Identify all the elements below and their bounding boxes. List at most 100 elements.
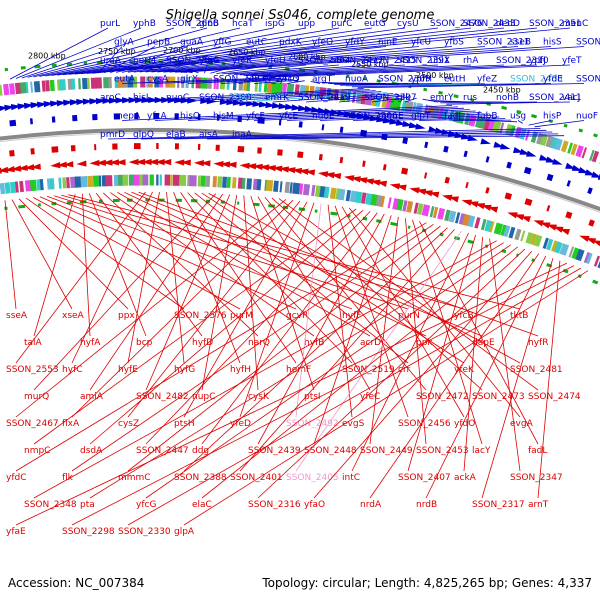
reverse-strand-arrow	[513, 214, 525, 221]
reverse-minor-track	[395, 166, 400, 173]
reverse-gene-leader	[15, 199, 287, 418]
reverse-gene-label: hyfG	[174, 365, 195, 375]
forward-gene-label: nuoA	[345, 75, 369, 85]
cds-feature-forward	[570, 143, 578, 156]
reverse-gene-label: SSON_2298	[62, 527, 115, 537]
reverse-gene-leader	[239, 229, 455, 472]
forward-strand-arrow	[89, 98, 100, 105]
reverse-gene-label: yfcG	[136, 500, 156, 510]
reverse-gene-label: SSON_2473	[472, 392, 525, 402]
reverse-strand-arrow	[11, 165, 22, 172]
reverse-minor-track	[222, 145, 227, 152]
cds-feature-reverse	[586, 252, 593, 265]
forward-gene-leader	[418, 118, 506, 121]
forward-gene-label: SSON_2310	[496, 56, 549, 66]
forward-gene-label: yfdE	[543, 75, 563, 85]
forward-minor-track	[326, 124, 334, 132]
forward-gene-label: menC	[562, 19, 588, 29]
forward-minor-track	[354, 128, 359, 136]
forward-gene-leader	[154, 106, 459, 121]
reverse-minor-track	[524, 198, 533, 206]
forward-gene-label: purL	[100, 19, 120, 29]
reverse-gene-label: yfeK	[454, 365, 475, 375]
reverse-minor-track	[458, 180, 462, 187]
reverse-strand-arrow	[553, 226, 564, 233]
reverse-minor-track	[156, 142, 159, 150]
cds-feature-reverse	[337, 188, 346, 201]
reverse-gene-label: murQ	[24, 392, 49, 402]
tick-dots-inner	[592, 279, 599, 285]
forward-gene-label: glrX	[180, 75, 198, 85]
tick-dots-outer	[4, 67, 9, 72]
cds-feature-reverse	[416, 203, 424, 215]
reverse-minor-track	[512, 194, 520, 203]
forward-gene-leader	[68, 27, 439, 75]
reverse-strand-arrow	[592, 240, 600, 247]
cds-feature-forward	[0, 84, 3, 96]
reverse-gene-label: fadL	[528, 446, 547, 456]
reverse-minor-track	[187, 143, 195, 150]
cds-feature-reverse	[503, 225, 511, 237]
cds-feature-reverse	[156, 174, 159, 186]
reverse-minor-track	[588, 219, 595, 227]
forward-minor-track	[539, 171, 548, 180]
cds-feature-reverse	[117, 174, 124, 186]
forward-strand-arrow	[252, 100, 263, 108]
reverse-gene-leader	[33, 240, 497, 499]
reverse-gene-label: SSON_2401	[230, 473, 283, 483]
reverse-gene-leader	[110, 192, 315, 337]
forward-gene-label: glyA	[114, 38, 135, 48]
reverse-strand-arrow	[265, 165, 276, 172]
reverse-strand-arrow	[461, 199, 473, 206]
forward-gene-leader	[133, 46, 321, 73]
cds-feature-forward	[122, 76, 128, 88]
forward-gene-leader	[253, 79, 299, 84]
forward-gene-label: vacJ	[562, 93, 580, 103]
reverse-gene-label: SSON_2576	[174, 311, 227, 321]
reverse-minor-track	[388, 165, 394, 172]
cds-feature-reverse	[122, 174, 129, 186]
forward-gene-leader	[57, 27, 373, 76]
forward-gene-label: yfcU	[411, 38, 431, 48]
cds-feature-reverse	[298, 183, 304, 195]
forward-strand-arrow	[82, 98, 93, 105]
forward-minor-track	[456, 148, 464, 157]
reverse-gene-label: lacY	[472, 446, 491, 456]
forward-minor-track	[469, 151, 477, 160]
reverse-gene-label: nrdA	[360, 500, 382, 510]
cds-feature-forward	[3, 83, 10, 96]
reverse-gene-label: SSON_2448	[304, 446, 357, 456]
cds-feature-forward	[33, 80, 41, 93]
forward-minor-track	[120, 113, 126, 120]
reverse-minor-track	[465, 181, 469, 189]
forward-gene-leader	[210, 64, 241, 74]
reverse-gene-label: hyfR	[528, 338, 548, 348]
reverse-minor-track	[532, 200, 539, 208]
reverse-minor-track	[9, 150, 15, 157]
reverse-minor-track	[64, 145, 72, 152]
forward-strand-arrow	[180, 97, 191, 104]
forward-minor-track	[209, 114, 214, 121]
reverse-gene-label: evgS	[342, 419, 365, 429]
forward-minor-track	[92, 113, 98, 121]
reverse-gene-label: hyfH	[230, 365, 251, 375]
cds-feature-forward	[278, 82, 283, 94]
cds-feature-reverse	[36, 179, 42, 191]
forward-minor-track	[402, 137, 409, 145]
reverse-gene-label: cysK	[248, 392, 270, 402]
cds-feature-reverse	[241, 177, 246, 190]
forward-gene-leader	[145, 46, 387, 73]
reverse-minor-track	[174, 143, 179, 150]
forward-gene-label: hisS	[543, 38, 562, 48]
forward-minor-track	[333, 125, 341, 133]
reverse-minor-track	[51, 146, 59, 153]
forward-strand-arrow	[154, 96, 165, 104]
cds-feature-reverse	[380, 195, 385, 208]
reverse-strand-arrow	[4, 166, 15, 173]
forward-gene-label: SSON_2308	[199, 93, 252, 103]
reverse-minor-track	[318, 154, 323, 161]
cds-feature-reverse	[139, 174, 144, 186]
reverse-gene-leader	[369, 216, 399, 445]
cds-feature-reverse	[87, 175, 94, 188]
reverse-strand-arrow	[468, 201, 479, 208]
